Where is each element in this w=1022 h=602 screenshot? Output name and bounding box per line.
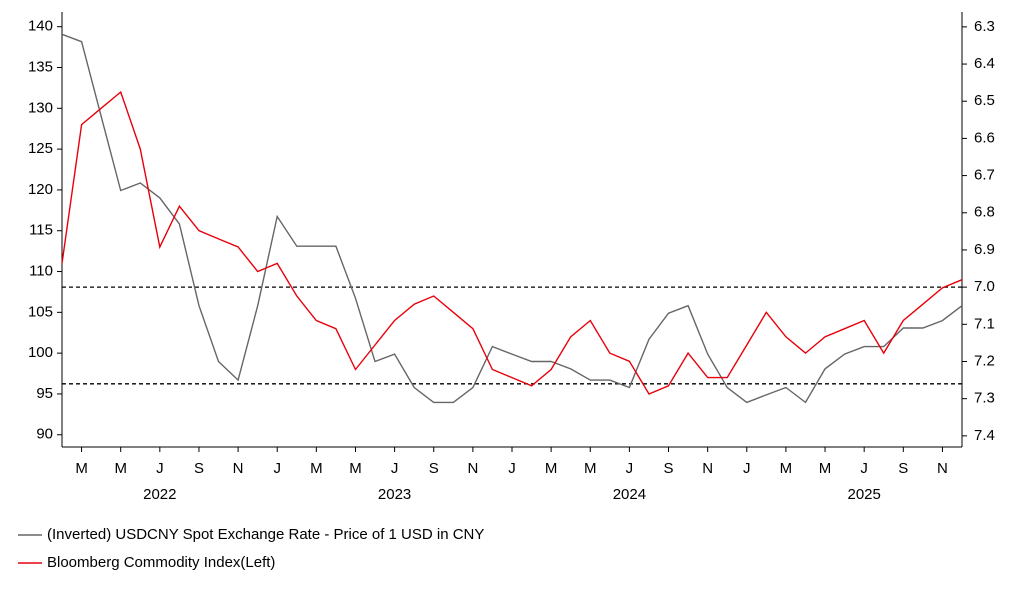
x-tick-label: J [743,460,751,477]
x-tick-label: M [545,460,558,477]
x-tick-label: M [349,460,362,477]
x-tick-label: M [114,460,127,477]
x-tick-label: J [273,460,281,477]
year-label: 2024 [613,486,646,503]
y2-tick-label: 6.3 [974,18,995,35]
x-tick-label: J [156,460,164,477]
y-tick-label: 90 [36,426,53,443]
y2-tick-label: 6.5 [974,92,995,109]
y-tick-label: 105 [28,303,53,320]
y2-tick-label: 7.4 [974,427,995,444]
x-tick-label: M [310,460,323,477]
x-tick-label: S [664,460,674,477]
x-tick-label: S [429,460,439,477]
y2-tick-label: 7.1 [974,315,995,332]
x-tick-label: J [860,460,868,477]
x-tick-label: S [194,460,204,477]
y2-tick-label: 6.8 [974,204,995,221]
x-tick-label: S [898,460,908,477]
y-tick-label: 95 [36,385,53,402]
y-tick-label: 100 [28,344,53,361]
x-tick-label: M [584,460,597,477]
y-tick-label: 110 [29,262,53,279]
x-tick-label: J [626,460,634,477]
y2-tick-label: 7.2 [974,352,995,369]
y-tick-label: 140 [28,18,53,35]
y2-tick-label: 7.0 [974,278,995,295]
x-tick-label: M [780,460,793,477]
x-tick-label: N [233,460,244,477]
y-tick-label: 115 [29,222,53,239]
y-tick-label: 130 [28,99,53,116]
x-tick-label: J [391,460,399,477]
y-tick-label: 125 [28,140,53,157]
x-tick-label: N [937,460,948,477]
series-line [61,33,963,404]
y2-tick-label: 6.9 [974,241,995,258]
x-tick-label: M [75,460,88,477]
x-tick-label: N [702,460,713,477]
x-tick-label: M [819,460,832,477]
y2-tick-label: 6.6 [974,129,995,146]
y2-tick-label: 7.3 [974,390,995,407]
y2-tick-label: 6.7 [974,167,995,184]
x-tick-label: N [467,460,478,477]
year-label: 2025 [847,486,880,503]
year-label: 2022 [143,486,176,503]
x-tick-label: J [508,460,516,477]
series-line [61,90,963,395]
year-label: 2023 [378,486,411,503]
legend-label: (Inverted) USDCNY Spot Exchange Rate - P… [47,526,484,543]
legend-label: Bloomberg Commodity Index(Left) [47,554,275,571]
y2-tick-label: 6.4 [974,55,995,72]
y-tick-label: 120 [28,181,53,198]
y-tick-label: 135 [28,58,53,75]
